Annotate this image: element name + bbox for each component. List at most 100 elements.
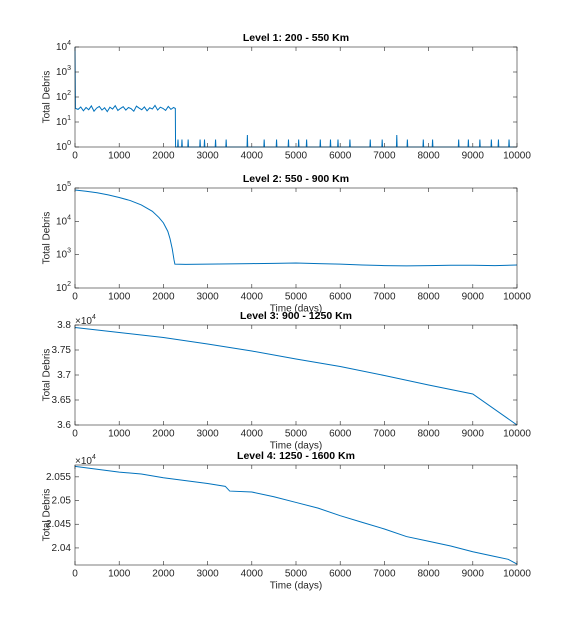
x-tick-label: 10000	[503, 429, 531, 440]
data-line	[74, 327, 518, 426]
y-tick-base: 2.045	[46, 519, 71, 530]
y-tick-exponent: 2	[67, 281, 71, 288]
x-axis-label: Time (days)	[270, 304, 322, 315]
y-tick-exponent: 0	[67, 140, 71, 147]
x-tick-label: 1000	[108, 151, 131, 162]
y-axis-label: Total Debris	[42, 212, 53, 265]
x-tick-label: 3000	[196, 569, 219, 580]
data-line	[74, 189, 518, 267]
x-tick-label: 3000	[196, 151, 219, 162]
x-tick-label: 9000	[462, 569, 485, 580]
x-tick-label: 8000	[417, 292, 440, 303]
x-tick-label: 1000	[108, 292, 131, 303]
y-tick-base: 3.6	[57, 420, 71, 431]
y-tick-base: 10	[56, 67, 68, 78]
y-tick-base: 2.05	[52, 495, 72, 506]
y-tick-base: 3.75	[52, 345, 72, 356]
x-tick-label: 6000	[329, 292, 352, 303]
data-line	[74, 46, 517, 148]
y-tick-label: 2.04	[52, 543, 72, 554]
x-tick-label: 5000	[285, 151, 308, 162]
y-tick-label: 3.75	[52, 345, 72, 356]
y-tick-base: 2.055	[46, 471, 71, 482]
y-multiplier-base: ×10	[75, 316, 92, 327]
y-tick-base: 10	[56, 92, 68, 103]
x-tick-label: 2000	[152, 429, 175, 440]
y-tick-label: 100	[56, 140, 71, 153]
y-tick-base: 3.7	[57, 370, 71, 381]
y-tick-base: 10	[56, 42, 68, 53]
x-tick-label: 2000	[152, 151, 175, 162]
chart-title: Level 3: 900 - 1250 Km	[240, 310, 352, 322]
y-tick-label: 3.65	[52, 395, 72, 406]
x-tick-label: 7000	[373, 569, 396, 580]
x-tick-label: 6000	[329, 569, 352, 580]
axes-box	[74, 46, 518, 148]
y-tick-exponent: 3	[67, 65, 71, 72]
chart-title: Level 4: 1250 - 1600 Km	[237, 450, 355, 462]
x-axis-label: Time (days)	[270, 581, 322, 592]
axes-box	[74, 187, 518, 289]
x-tick-label: 2000	[152, 292, 175, 303]
y-tick-base: 3.65	[52, 395, 72, 406]
axes-box	[74, 464, 518, 566]
x-axis-label: Time (days)	[270, 441, 322, 452]
y-tick-label: 3.6	[57, 420, 71, 431]
y-tick-base: 10	[56, 283, 68, 294]
x-tick-label: 5000	[285, 292, 308, 303]
chart-title: Level 2: 550 - 900 Km	[243, 173, 349, 185]
y-tick-label: 104	[56, 214, 71, 227]
y-tick-label: 101	[56, 115, 71, 128]
y-multiplier-exponent: 4	[92, 314, 96, 321]
x-tick-label: 8000	[417, 569, 440, 580]
chart-title: Level 1: 200 - 550 Km	[243, 32, 349, 44]
x-tick-label: 9000	[462, 429, 485, 440]
x-tick-label: 7000	[373, 292, 396, 303]
y-tick-exponent: 2	[67, 90, 71, 97]
data-line	[74, 465, 518, 565]
x-tick-label: 0	[72, 151, 78, 162]
y-tick-base: 10	[56, 216, 68, 227]
axes-box	[74, 324, 518, 426]
y-tick-label: 104	[56, 40, 71, 53]
y-tick-exponent: 4	[67, 214, 71, 221]
y-tick-label: 3.7	[57, 370, 71, 381]
y-tick-base: 10	[56, 249, 68, 260]
y-tick-label: 102	[56, 281, 71, 294]
x-tick-label: 5000	[285, 569, 308, 580]
x-tick-label: 10000	[503, 569, 531, 580]
x-tick-label: 7000	[373, 151, 396, 162]
y-axis-label: Total Debris	[42, 489, 53, 542]
y-tick-label: 103	[56, 248, 71, 261]
y-tick-label: 105	[56, 181, 71, 194]
y-multiplier: ×104	[75, 454, 96, 467]
x-tick-label: 0	[72, 429, 78, 440]
x-tick-label: 10000	[503, 151, 531, 162]
y-multiplier-exponent: 4	[92, 454, 96, 461]
x-tick-label: 9000	[462, 292, 485, 303]
x-tick-label: 9000	[462, 151, 485, 162]
y-axis-label: Total Debris	[42, 349, 53, 402]
x-tick-label: 4000	[241, 151, 264, 162]
y-tick-label: 2.05	[52, 495, 72, 506]
y-tick-base: 10	[56, 183, 68, 194]
y-multiplier-base: ×10	[75, 456, 92, 467]
x-tick-label: 0	[72, 292, 78, 303]
x-tick-label: 3000	[196, 292, 219, 303]
x-tick-label: 1000	[108, 429, 131, 440]
x-tick-label: 10000	[503, 292, 531, 303]
x-tick-label: 4000	[241, 292, 264, 303]
y-tick-base: 2.04	[52, 543, 72, 554]
x-tick-label: 0	[72, 569, 78, 580]
x-tick-label: 4000	[241, 429, 264, 440]
x-tick-label: 6000	[329, 429, 352, 440]
y-tick-exponent: 1	[67, 115, 71, 122]
y-tick-base: 10	[56, 117, 68, 128]
y-tick-exponent: 5	[67, 181, 71, 188]
x-tick-label: 6000	[329, 151, 352, 162]
x-tick-label: 2000	[152, 569, 175, 580]
x-tick-label: 8000	[417, 429, 440, 440]
y-multiplier: ×104	[75, 314, 96, 327]
y-tick-label: 2.055	[46, 471, 71, 482]
